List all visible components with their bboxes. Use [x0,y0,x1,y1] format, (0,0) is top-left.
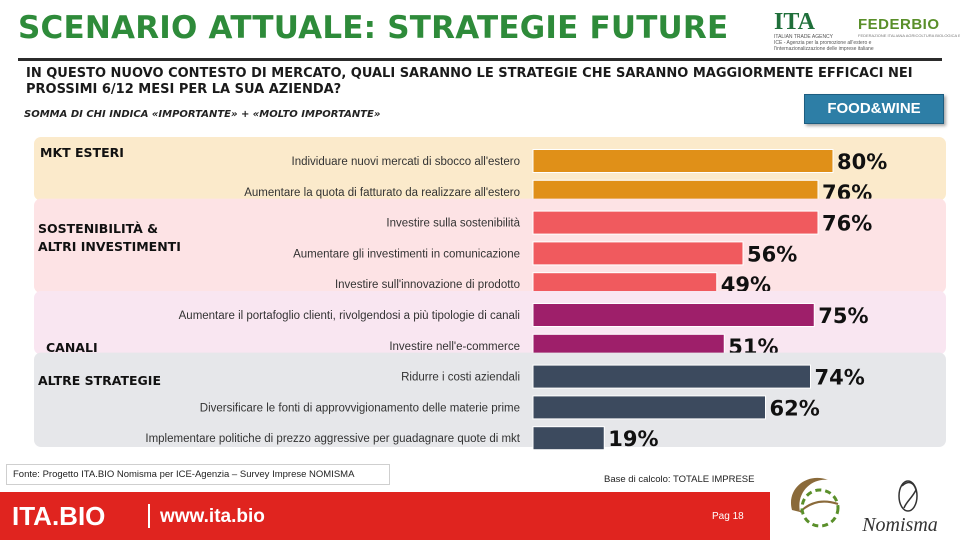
bar-label: Individuare nuovi mercati di sbocco all'… [292,156,520,168]
federbio-logo-sub: FEDERAZIONE ITALIANA AGRICOLTURA BIOLOGI… [858,33,960,38]
group-label: CANALI [46,340,98,355]
bio-leaf-icon [790,477,840,528]
subnote: SOMMA DI CHI INDICA «IMPORTANTE» + «MOLT… [24,109,381,120]
data-label: 80% [837,150,887,174]
bar [532,395,766,420]
food-wine-badge: FOOD&WINE [804,94,944,124]
nomisma-logo-word: Nomisma [862,514,938,536]
group-label: MKT ESTERI [40,145,124,160]
federbio-logo: FEDERBIO FEDERAZIONE ITALIANA AGRICOLTUR… [858,16,960,46]
bar-label: Ridurre i costi aziendali [401,372,520,384]
bar-label: Investire nell'e-commerce [389,341,520,353]
group-label: ALTRI INVESTIMENTI [38,239,181,254]
footer-bar: ITA.BIO www.ita.bio Pag 18 [0,492,770,540]
base-note: Base di calcolo: TOTALE IMPRESE [604,474,755,485]
bar [532,426,605,451]
group-label: ALTRE STRATEGIE [38,373,161,388]
bar-label: Aumentare gli investimenti in comunicazi… [293,248,520,260]
bar-label: Implementare politiche di prezzo aggress… [145,433,520,445]
data-label: 75% [818,304,868,328]
data-label: 19% [608,427,658,451]
ita-logo-sub1: ITALIAN TRADE AGENCY [774,34,833,40]
footer-brand: ITA.BIO [12,501,106,531]
ita-logo-sub2: ICE - Agenzia per la promozione all'este… [774,40,872,46]
federbio-logo-word: FEDERBIO [858,16,940,33]
bar-label: Aumentare la quota di fatturato da reali… [244,187,520,199]
bar [532,210,819,235]
ita-logo-word: ITA [774,9,815,35]
footer-separator [148,504,150,528]
bar [532,303,815,327]
nomisma-logo: Nomisma [848,476,952,536]
data-label: 76% [822,212,872,236]
bar [532,364,811,389]
data-label: 74% [815,366,865,390]
nomisma-emblem-icon [898,480,918,512]
bar-label: Aumentare il portafoglio clienti, rivolg… [179,310,520,322]
bio-leaf-logo [782,470,846,534]
question-box: IN QUESTO NUOVO CONTESTO DI MERCATO, QUA… [18,58,942,98]
footer-url[interactable]: www.ita.bio [160,506,265,527]
data-label: 62% [770,396,820,420]
bar [532,241,744,266]
bar [532,149,834,173]
bar-label: Investire sull'innovazione di prodotto [335,279,520,291]
bar-label: Investire sulla sostenibilità [386,218,520,230]
ita-logo-sub3: l'internazionalizzazione delle imprese i… [774,46,874,52]
page-number: Pag 18 [712,511,744,522]
bar-label: Diversificare le fonti di approvvigionam… [200,402,520,414]
group-label: SOSTENIBILITÀ & [38,221,158,236]
ita-logo: ITA ITALIAN TRADE AGENCY ICE - Agenzia p… [774,9,874,56]
page-title: SCENARIO ATTUALE: STRATEGIE FUTURE [18,10,729,46]
survey-question: IN QUESTO NUOVO CONTESTO DI MERCATO, QUA… [26,66,913,97]
source-note: Fonte: Progetto ITA.BIO Nomisma per ICE-… [6,464,390,485]
data-label: 56% [747,242,797,266]
